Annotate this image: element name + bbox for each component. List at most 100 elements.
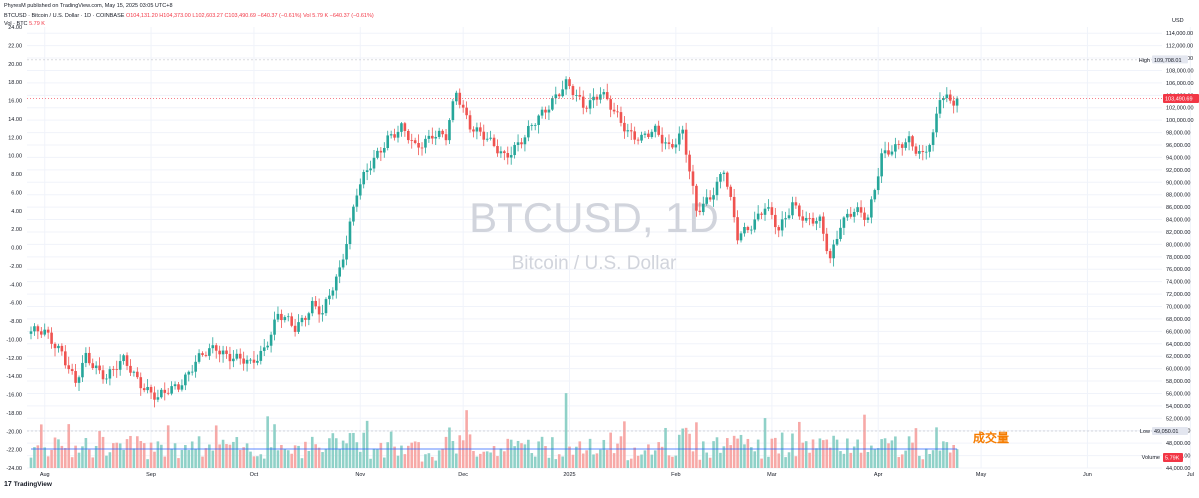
volume-bar: [437, 450, 441, 468]
x-tick-label: Apr: [874, 472, 883, 478]
volume-bar: [564, 393, 568, 468]
candle-body: [129, 365, 132, 373]
volume-bar: [166, 425, 170, 468]
volume-bar: [763, 418, 767, 468]
candle-body: [417, 143, 420, 148]
volume-bar: [698, 459, 702, 468]
volume-bar: [122, 449, 125, 468]
volume-bar: [942, 441, 945, 468]
volume-bar: [218, 444, 221, 468]
candle-body: [907, 136, 911, 143]
volume-bar: [513, 446, 516, 468]
candle-body: [101, 370, 105, 380]
volume-bar: [492, 446, 496, 468]
candle-body: [379, 150, 383, 153]
candle-body: [324, 299, 328, 314]
candle-body: [180, 385, 184, 390]
candle-body: [691, 171, 695, 186]
candle-body: [551, 98, 554, 110]
candle-body: [533, 124, 537, 126]
volume-bar: [139, 441, 143, 468]
candle-body: [393, 134, 396, 138]
candle-body: [739, 233, 743, 241]
candle-body: [725, 172, 729, 187]
candle-body: [880, 153, 883, 177]
candle-body: [801, 216, 805, 221]
vol-line: Vol · BTC 5.79 K: [4, 21, 45, 27]
candle-body: [50, 332, 53, 344]
volume-value-bg: [1163, 453, 1183, 462]
candle-body: [153, 392, 156, 400]
volume-bar: [417, 442, 420, 468]
volume-bar: [348, 433, 352, 468]
volume-bar: [266, 416, 269, 468]
candle-body: [485, 138, 489, 140]
candle-body: [520, 142, 523, 145]
volume-bar: [770, 438, 774, 468]
volume-bar: [142, 443, 146, 468]
volume-bar: [931, 450, 935, 468]
left-tick-label: -20.00: [6, 429, 22, 435]
volume-bar: [317, 447, 321, 468]
candle-body: [276, 313, 280, 320]
candle-body: [513, 144, 516, 156]
volume-bar: [777, 453, 781, 468]
candle-body: [407, 130, 410, 141]
candle-body: [928, 144, 931, 152]
volume-bar: [719, 452, 722, 468]
low-value-bg: [1152, 427, 1188, 435]
candle-body: [352, 206, 355, 222]
volume-bar: [304, 441, 307, 468]
volume-bar: [156, 441, 160, 468]
volume-bar: [846, 438, 849, 468]
volume-bar: [516, 440, 520, 468]
candle-body: [527, 125, 530, 138]
candle-body: [221, 350, 225, 355]
candle-body: [763, 208, 767, 215]
candle-body: [465, 107, 468, 116]
volume-bar: [129, 435, 132, 468]
candle-body: [677, 133, 681, 145]
candle-body: [437, 130, 441, 137]
volume-bar: [918, 455, 921, 468]
tradingview-logo[interactable]: 17 TradingView: [4, 481, 52, 488]
volume-bar: [108, 452, 112, 468]
volume-bar: [94, 445, 98, 468]
left-tick-label: -8.00: [9, 319, 22, 325]
candle-body: [835, 238, 839, 245]
volume-bar: [537, 441, 540, 468]
volume-bar: [708, 457, 712, 468]
volume-bar: [640, 454, 643, 468]
candle-body: [818, 216, 822, 221]
volume-bar: [924, 448, 928, 468]
volume-bar: [804, 441, 808, 468]
candle-body: [389, 134, 393, 136]
volume-bar: [382, 457, 386, 468]
candle-body: [715, 181, 719, 196]
candle-body: [602, 92, 606, 95]
candle-body: [33, 326, 36, 332]
volume-bar: [897, 457, 901, 468]
volume-bar: [530, 453, 534, 468]
volume-bar: [273, 424, 276, 468]
candle-body: [722, 172, 726, 175]
candle-body: [588, 100, 592, 109]
volume-bar: [413, 441, 417, 468]
candle-body: [599, 94, 602, 100]
candle-body: [362, 172, 366, 185]
volume-bar: [39, 424, 43, 468]
candle-body: [170, 386, 173, 394]
volume-bar: [547, 457, 551, 468]
volume-bar: [605, 449, 609, 468]
volume-bar: [403, 454, 407, 468]
candle-body: [750, 229, 753, 231]
candle-body: [91, 363, 95, 369]
candle-body: [355, 195, 359, 207]
right-tick-label: 54,000.00: [1166, 404, 1190, 410]
candle-body: [540, 109, 544, 116]
volume-bar: [794, 456, 798, 468]
left-tick-label: 24.00: [8, 25, 22, 31]
volume-bar: [396, 455, 400, 468]
volume-bar: [544, 446, 547, 468]
